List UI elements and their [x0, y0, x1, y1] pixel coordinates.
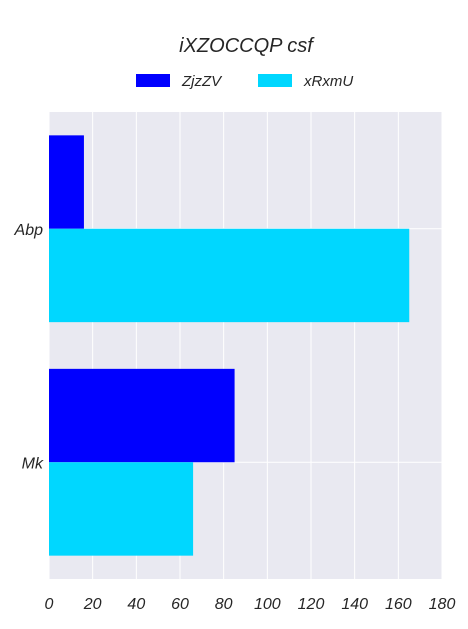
x-tick-label: 40 — [127, 596, 145, 613]
x-tick-label: 80 — [215, 596, 233, 613]
bar-ZjzZV-Mk — [49, 368, 235, 463]
bar-ZjzZV-Abp — [49, 135, 84, 229]
bars — [49, 135, 410, 556]
x-tick-label: 60 — [171, 596, 189, 613]
legend-swatch-ZjzZV — [136, 74, 170, 87]
x-tick-label: 140 — [341, 596, 368, 613]
x-tick-label: 20 — [83, 596, 102, 613]
chart-title: iXZOCCQP csf — [179, 35, 315, 57]
y-tick-label: Abp — [14, 222, 44, 239]
bar-xRxmU-Abp — [49, 228, 410, 323]
x-axis-tick-labels: 0 20 40 60 80 100 120 140 160 180 — [45, 596, 456, 613]
legend-swatch-xRxmU — [258, 74, 292, 87]
legend-label-xRxmU: xRxmU — [303, 73, 353, 90]
x-tick-label: 100 — [254, 596, 281, 613]
x-tick-label: 120 — [298, 596, 325, 613]
bar-xRxmU-Mk — [49, 462, 194, 556]
x-tick-label: 180 — [429, 596, 456, 613]
y-tick-label: Mk — [22, 455, 44, 472]
legend: ZjzZV xRxmU — [136, 73, 353, 90]
legend-label-ZjzZV: ZjzZV — [181, 73, 223, 90]
x-tick-label: 160 — [385, 596, 412, 613]
y-axis-tick-labels: Abp Mk — [14, 222, 44, 473]
x-tick-label: 0 — [45, 596, 54, 613]
